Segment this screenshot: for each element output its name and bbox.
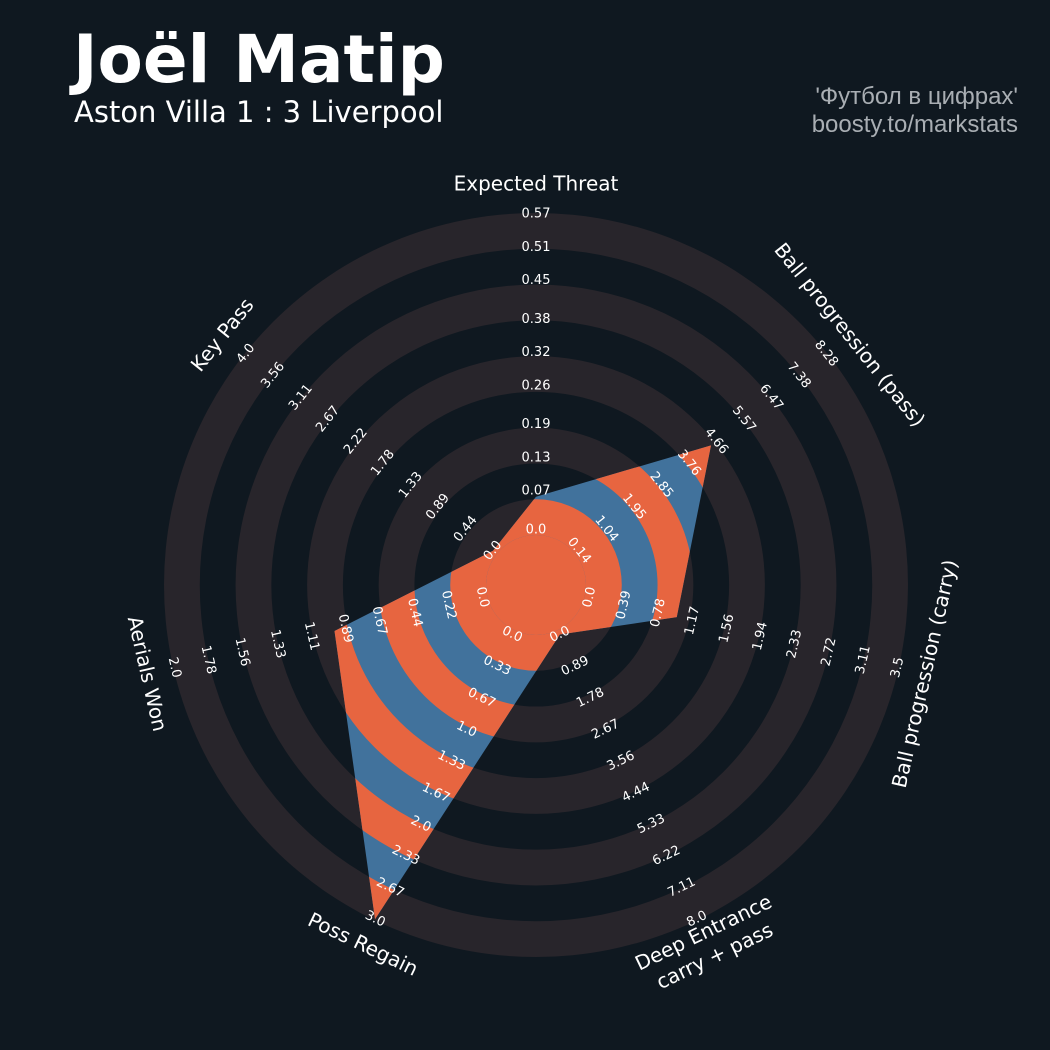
tick-label: 3.11 [853,644,874,676]
tick-label: 2.33 [784,628,805,660]
tick-label: 0.38 [522,312,551,327]
tick-label: 1.17 [682,605,703,637]
credit: 'Футбол в цифрах' [815,83,1018,110]
tick-label: 0.45 [522,273,551,288]
axis-label: Expected Threat [454,172,619,196]
tick-label: 0.89 [335,613,356,645]
center-circle [486,535,586,635]
tick-label: 0.44 [404,597,425,629]
tick-label: 3.5 [888,656,907,680]
tick-label: 1.78 [198,644,219,676]
tick-label: 0.07 [522,484,551,499]
tick-label: 2.72 [819,636,840,668]
tick-label: 0.22 [438,589,459,621]
tick-label: 0.0 [580,585,599,609]
tick-label: 1.56 [716,613,737,645]
tick-label: 0.0 [473,585,492,609]
chart-title: Joël Matip [69,21,445,98]
tick-label: 1.56 [232,636,253,668]
tick-label: 0.51 [522,240,551,255]
tick-label: 1.11 [301,620,322,652]
tick-label: 0.39 [613,589,634,621]
tick-label: 0.57 [522,207,551,222]
tick-label: 0.26 [522,378,551,393]
chart-subtitle: Aston Villa 1 : 3 Liverpool [74,95,443,129]
tick-label: 0.32 [522,345,551,360]
tick-label: 0.0 [526,523,547,538]
tick-label: 0.78 [648,597,669,629]
credit: boosty.to/markstats [812,111,1018,138]
tick-label: 1.94 [750,620,771,652]
tick-label: 1.33 [267,628,288,660]
tick-label: 0.19 [522,417,551,432]
tick-label: 2.0 [165,656,184,680]
tick-label: 0.67 [369,605,390,637]
tick-label: 0.13 [522,450,551,465]
